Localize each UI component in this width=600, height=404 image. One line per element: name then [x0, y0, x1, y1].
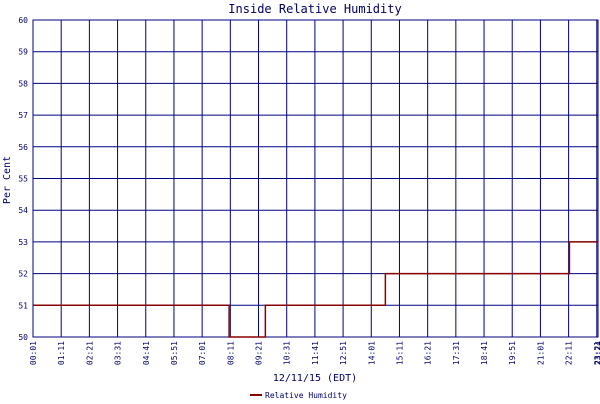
- y-tick-label: 59: [18, 48, 28, 57]
- x-tick-label: 15:11: [395, 341, 404, 365]
- x-tick-label: 09:21: [255, 341, 264, 365]
- x-tick-label: 03:31: [114, 341, 123, 365]
- y-axis-label: Per Cent: [2, 156, 13, 204]
- legend-label: Relative Humidity: [265, 391, 347, 400]
- plot-border: [32, 19, 599, 338]
- y-tick-label: 58: [18, 79, 28, 88]
- x-tick-label: 10:31: [283, 341, 292, 365]
- y-tick-label: 55: [18, 175, 28, 184]
- y-tick-label: 51: [18, 301, 28, 310]
- chart-title: Inside Relative Humidity: [228, 2, 401, 16]
- x-tick-label: 21:01: [536, 341, 545, 365]
- x-tick-label: 11:41: [311, 341, 320, 365]
- y-tick-label: 54: [18, 206, 28, 215]
- x-tick-label: 17:31: [452, 341, 461, 365]
- x-tick-label: 05:51: [170, 341, 179, 365]
- y-tick-label: 52: [18, 270, 28, 279]
- y-tick-label: 56: [18, 143, 28, 152]
- y-tick-label: 50: [18, 333, 28, 342]
- x-tick-label: 01:11: [57, 341, 66, 365]
- x-tick-label: 12:51: [339, 341, 348, 365]
- data-line: [33, 241, 598, 338]
- x-tick-label: 07:01: [198, 341, 207, 365]
- x-tick-label: 23:21: [593, 341, 600, 365]
- x-tick-label: 23:24: [594, 341, 600, 365]
- x-tick-label: 08:11: [226, 341, 235, 365]
- y-tick-label: 53: [18, 238, 28, 247]
- x-tick-label: 19:51: [508, 341, 517, 365]
- x-tick-label: 22:11: [565, 341, 574, 365]
- x-tick-label: 18:41: [480, 341, 489, 365]
- x-tick-label: 00:01: [29, 341, 38, 365]
- x-tick-label: 16:21: [424, 341, 433, 365]
- x-tick-label: 14:01: [367, 341, 376, 365]
- x-tick-label: 04:41: [142, 341, 151, 365]
- y-tick-label: 60: [18, 16, 28, 25]
- x-tick-label: 02:21: [85, 341, 94, 365]
- x-axis-label: 12/11/15 (EDT): [273, 373, 357, 384]
- y-tick-label: 57: [18, 111, 28, 120]
